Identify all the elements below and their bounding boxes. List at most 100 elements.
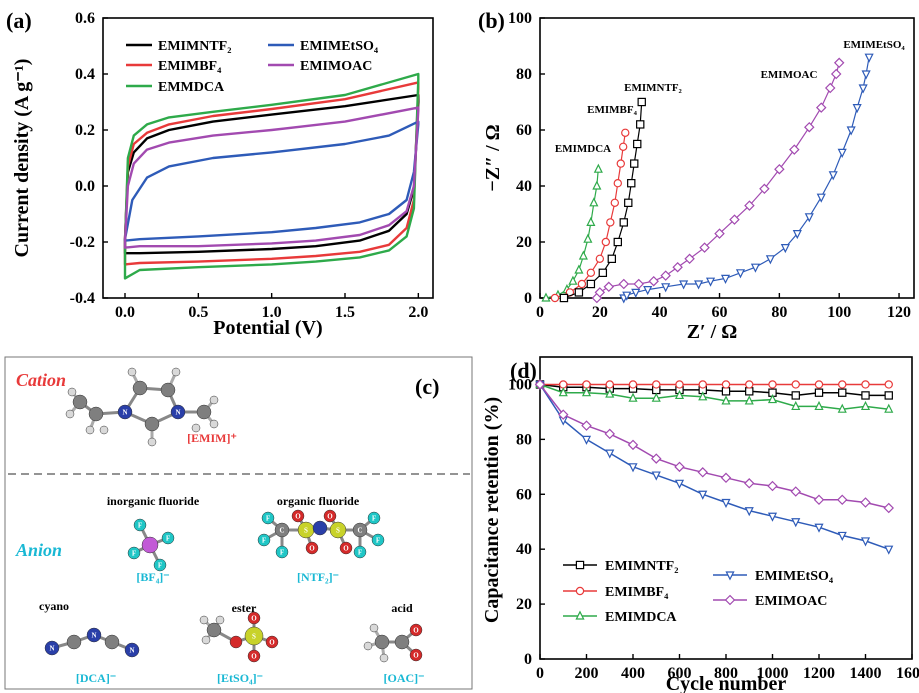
nyquist-point [586, 279, 596, 289]
oxygen-atom [409, 623, 423, 637]
nyquist-point [672, 261, 683, 273]
legend-entry: EMIMDCA [605, 610, 677, 625]
x-tick-label: 20 [592, 304, 608, 321]
oxygen-atom-symbol: O [269, 639, 275, 647]
y-tick-label: 20 [516, 596, 532, 613]
panel-d-series [534, 378, 894, 555]
nyquist-point [550, 293, 560, 303]
nyquist-point [636, 120, 645, 129]
retention-point [884, 380, 893, 389]
dca-molecule-model: N N N [44, 627, 140, 658]
oac-ion-label: [OAC]⁻ [384, 671, 425, 685]
nyquist-point [694, 280, 704, 290]
series-annotation: EMIMDCA [555, 143, 611, 155]
nyquist-point [661, 283, 671, 293]
nyquist-point [804, 121, 815, 133]
legend-entry: EMIMEtSO₄ [300, 39, 379, 54]
retention-point [884, 545, 894, 555]
retention-point [745, 387, 754, 396]
panel-a-label: (a) [6, 8, 32, 33]
ester-label: ester [232, 601, 257, 615]
retention-point [628, 380, 638, 389]
nyquist-point [837, 148, 847, 158]
nyquist-point [621, 128, 630, 137]
oxygen-atom [265, 635, 279, 649]
fluorine-atom-symbol: F [376, 537, 380, 545]
oxygen-atom [247, 611, 261, 625]
ntf2-ion-label: [NTF₂]⁻ [297, 570, 339, 584]
panel-a-series [123, 72, 420, 280]
nyquist-point [598, 268, 608, 278]
oxygen-atom [247, 649, 261, 663]
nitrogen-atom-symbol: N [91, 632, 96, 640]
y-tick-label: -0.2 [70, 234, 95, 251]
carbon-atom-symbol: C [279, 527, 284, 535]
panel-a-x-axis-label: Potential (V) [213, 317, 322, 339]
etso4-ion-label: [EtSO₄]⁻ [217, 671, 263, 685]
retention-point [605, 449, 615, 459]
retention-point [698, 490, 708, 500]
hydrogen-atom [201, 635, 211, 645]
retention-point [721, 387, 731, 396]
y-tick-label: 40 [516, 178, 532, 195]
retention-point [721, 380, 731, 389]
retention-point [651, 392, 661, 402]
nyquist-point [613, 237, 622, 247]
fluorine-atom [133, 518, 147, 532]
nyquist-point [684, 253, 695, 265]
oxygen-atom [305, 541, 319, 555]
retention-point [837, 494, 848, 506]
nyquist-point [699, 242, 710, 253]
fluorine-atom [257, 533, 271, 547]
dca-ion-label: [DCA]⁻ [76, 671, 116, 685]
nyquist-point [618, 142, 628, 151]
retention-point [559, 380, 568, 389]
fluorine-atom [261, 511, 275, 525]
fluorine-atom [153, 558, 167, 572]
nyquist-point [593, 163, 603, 173]
legend-marker [575, 560, 585, 570]
y-tick-label: 20 [516, 234, 532, 251]
retention-point [860, 400, 871, 411]
x-tick-label: 100 [827, 304, 851, 321]
retention-point [674, 479, 685, 489]
x-tick-label: 1200 [803, 665, 835, 682]
nyquist-point [574, 288, 584, 297]
y-tick-label: 80 [516, 431, 532, 448]
retention-point [837, 531, 847, 541]
retention-point [581, 435, 592, 445]
nyquist-point [735, 269, 746, 279]
retention-point [768, 380, 777, 389]
x-tick-label: 800 [714, 665, 738, 682]
retention-point [558, 387, 568, 397]
bf4-ion-label: [BF₄]⁻ [136, 570, 169, 584]
carbon-atom [206, 622, 222, 638]
cv-loop-emimetso [123, 120, 420, 242]
oxygen-atom [323, 509, 337, 523]
panel-b-plot-frame [539, 17, 915, 299]
panel-d-label: (d) [510, 358, 537, 383]
retention-point [675, 380, 684, 389]
carbon-atom [144, 416, 160, 432]
fluorine-atom [367, 511, 381, 525]
nyquist-point [541, 292, 551, 302]
x-tick-label: 2.0 [408, 304, 428, 321]
retention-point [883, 502, 894, 514]
nyquist-point [631, 288, 641, 298]
nyquist-point [633, 278, 644, 290]
nyquist-point [559, 293, 569, 303]
sulfur-atom-symbol: S [252, 633, 256, 641]
legend-entry: EMMDCA [158, 80, 225, 95]
y-tick-label: 0.4 [75, 66, 95, 83]
cation-emim-label: [EMIM]⁺ [187, 431, 237, 445]
acid-label: acid [391, 601, 413, 615]
panel-b-annotations: EMIMDCA EMIMBF₄ EMIMNTF₂ EMIMOAC EMIMEtSO₄ [555, 39, 905, 155]
retention-point [837, 403, 847, 413]
oxygen-atom-symbol: O [413, 627, 419, 635]
retention-line-emimetso [539, 384, 890, 550]
retention-line-emimoac [539, 384, 889, 509]
nitrogen-atom [124, 642, 140, 658]
x-tick-label: 1400 [850, 665, 882, 682]
panel-c-label: (c) [415, 374, 439, 399]
